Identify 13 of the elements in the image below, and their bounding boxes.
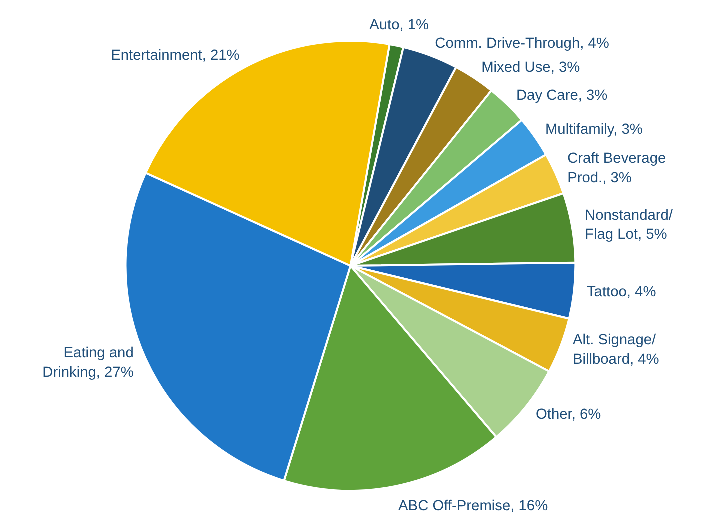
slice-label: Other, 6% — [536, 406, 602, 423]
slice-label: Entertainment, 21% — [111, 48, 240, 64]
slice-label: ABC Off-Premise, 16% — [398, 498, 548, 515]
slice-label: Craft Beverage Prod., 3% — [568, 151, 666, 186]
slice-label: Auto, 1% — [370, 18, 430, 34]
slice-label: Tattoo, 4% — [586, 284, 656, 300]
slice-label: Nonstandard/Flag Lot, 5% — [584, 208, 674, 244]
slice-label: Day Care, 3% — [516, 88, 608, 104]
slice-label: Comm. Drive-Through, 4% — [435, 36, 610, 52]
slice-label: Mixed Use, 3% — [482, 60, 580, 76]
slice-label: Multifamily, 3% — [545, 122, 643, 138]
slice-label: Alt. Signage/Billboard, 4% — [572, 332, 660, 368]
slice-label: Eating and Drinking, 27% — [42, 346, 134, 381]
